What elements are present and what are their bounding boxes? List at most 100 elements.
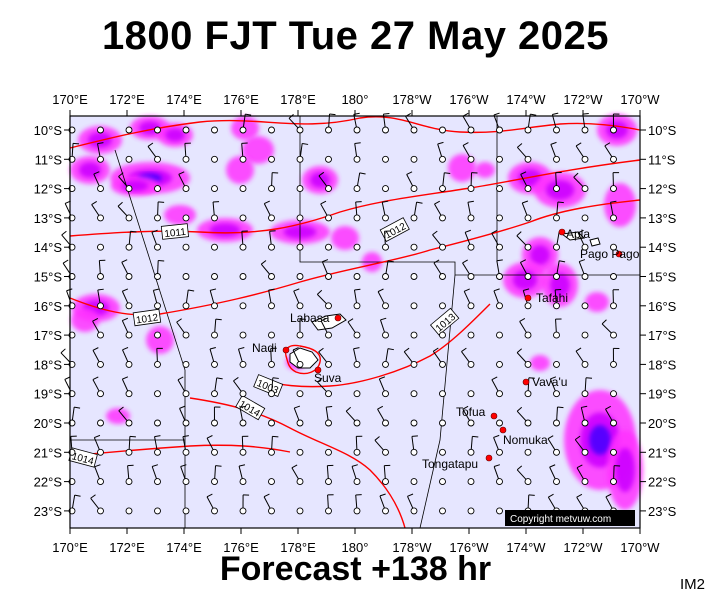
region-boundaries [70, 116, 640, 529]
lon-label-bottom-10: 170°W [620, 540, 660, 555]
wind-barb [91, 200, 104, 222]
wind-barb [581, 331, 589, 339]
lat-label-left-6: 16°S [34, 299, 63, 314]
lon-label-top-1: 172°E [109, 92, 145, 107]
wind-barb [519, 259, 532, 280]
wind-barb [434, 200, 446, 222]
wind-barb [467, 331, 475, 339]
wind-barb [296, 243, 304, 251]
lat-label-left-8: 18°S [34, 357, 63, 372]
wind-barb [467, 390, 475, 398]
wind-barb [610, 390, 617, 398]
wind-barb [439, 390, 446, 398]
wind-barb [293, 405, 304, 427]
lon-label-bottom-2: 174°E [166, 540, 202, 555]
rain-area [106, 408, 130, 424]
place-dot [524, 294, 532, 302]
wind-barb [316, 289, 332, 310]
wind-barb [462, 142, 475, 163]
wind-barb [321, 259, 332, 280]
wind-barb [379, 317, 389, 339]
place-name: Vava'u [532, 375, 567, 389]
wind-barb [211, 273, 218, 280]
wind-barb [467, 478, 475, 486]
wind-barb [268, 478, 275, 486]
isobar-label: 1014 [68, 447, 98, 468]
place-name: Labasa [290, 311, 330, 325]
wind-barb [577, 229, 589, 251]
wind-barb [553, 318, 562, 339]
wind-barb [293, 288, 304, 310]
wind-barb [154, 331, 161, 339]
wind-barb [377, 288, 389, 310]
rain-area-heavy [512, 270, 538, 290]
wind-barb [209, 347, 218, 368]
lat-label-right-11: 21°S [648, 445, 677, 460]
lon-label-bottom-5: 180° [342, 540, 369, 555]
wind-barb [610, 113, 620, 134]
wind-barb [463, 288, 475, 310]
place-marker: Tafahi [524, 291, 568, 305]
isobar-label: 1011 [160, 223, 189, 240]
rain-area [530, 355, 550, 371]
wind-barb [382, 113, 390, 134]
wind-barb [493, 112, 503, 134]
place-name: Suva [314, 371, 342, 385]
wind-barb [154, 390, 161, 398]
wind-barb [68, 494, 81, 515]
lat-label-left-3: 13°S [34, 211, 63, 226]
wind-barb [496, 419, 503, 427]
place-name: Nomuka [503, 433, 548, 447]
place-marker: Tofua [456, 405, 498, 420]
wind-barb [318, 171, 332, 193]
lon-label-top-9: 172°W [563, 92, 603, 107]
wind-barb [296, 185, 304, 193]
lon-label-top-2: 174°E [166, 92, 202, 107]
wind-barb [581, 214, 589, 222]
wind-barb [433, 259, 446, 280]
wind-barb [353, 390, 361, 398]
lat-label-right-7: 17°S [648, 328, 677, 343]
wind-barb [211, 243, 218, 251]
rain-area [226, 156, 254, 184]
wind-barb [90, 494, 104, 515]
wind-barb [182, 360, 190, 368]
wind-barb [353, 112, 361, 134]
wind-barb [182, 289, 195, 310]
wind-barb [550, 141, 560, 163]
place-name: Pago Pago [580, 247, 640, 261]
wind-barb [125, 435, 136, 456]
wind-barb [379, 493, 389, 515]
wind-barb [97, 288, 104, 310]
wind-barb [121, 259, 133, 280]
wind-barb [320, 200, 332, 222]
wind-barb [154, 347, 163, 368]
wind-barb [92, 347, 104, 368]
wind-barb [439, 302, 446, 310]
place-name: Tafahi [536, 291, 568, 305]
wind-barb [493, 464, 503, 486]
wind-barb [296, 390, 304, 398]
wind-barb [382, 230, 391, 251]
wind-barb [439, 331, 446, 339]
wind-barb [351, 464, 361, 486]
wind-barb [151, 464, 161, 486]
lon-label-bottom-3: 176°E [223, 540, 259, 555]
wind-barb [118, 406, 133, 427]
wind-barb [92, 376, 104, 398]
wind-barb [268, 347, 277, 368]
wind-barb [553, 171, 562, 193]
wind-barb [154, 201, 165, 222]
wind-barb [296, 214, 304, 222]
wind-barb [93, 434, 104, 456]
wind-barb [239, 142, 248, 163]
wind-barb [610, 243, 617, 251]
wind-barb [549, 376, 560, 398]
wind-barb [410, 273, 418, 280]
wind-barb [268, 230, 276, 251]
wind-barb [94, 464, 104, 486]
lon-label-top-7: 176°W [449, 92, 489, 107]
wind-barb [353, 435, 363, 456]
wind-barb [154, 185, 161, 193]
wind-barb [610, 200, 617, 222]
